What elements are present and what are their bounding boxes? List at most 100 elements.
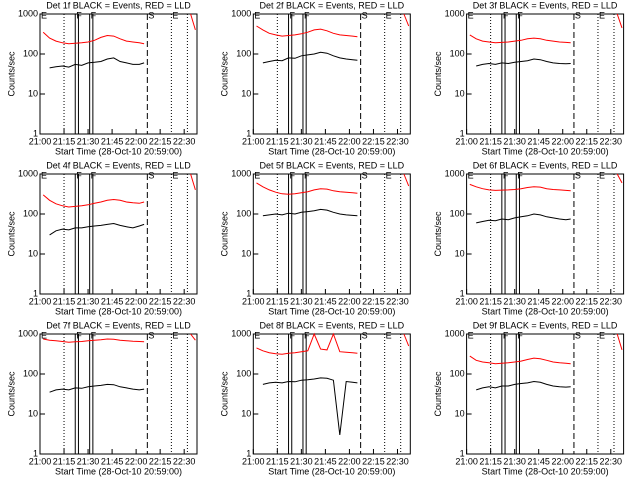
series-line [49, 383, 145, 393]
y-tick-label: 10 [455, 248, 465, 258]
x-tick-label: 22:30 [600, 296, 623, 306]
x-tick-label: 22:15 [575, 136, 598, 146]
x-tick-label: 21:45 [314, 456, 337, 466]
series-line [469, 333, 623, 365]
y-tick-label: 100 [450, 368, 465, 378]
y-tick-label: 1 [246, 128, 251, 138]
series-line [256, 173, 410, 195]
chart-title: Det 4f BLACK = Events, RED = LLD [46, 160, 191, 170]
y-tick-label: 10 [28, 248, 38, 258]
x-tick-label: 21:15 [479, 456, 502, 466]
x-tick-label: 21:00 [29, 136, 52, 146]
event-label: E [468, 330, 474, 340]
x-tick-label: 21:15 [266, 136, 289, 146]
y-axis-label: Counts/sec [433, 211, 443, 257]
y-tick-label: 1 [33, 128, 38, 138]
event-label: E [254, 330, 260, 340]
y-tick-label: 100 [23, 48, 38, 58]
event-label: S [362, 170, 368, 180]
x-axis-label: Start Time (28-Oct-10 20:59:00) [482, 466, 609, 476]
y-tick-label: 1 [460, 448, 465, 458]
x-tick-label: 22:00 [338, 296, 361, 306]
x-tick-label: 22:00 [125, 136, 148, 146]
event-label: E [386, 330, 392, 340]
event-label: E [172, 170, 178, 180]
x-tick-label: 22:00 [125, 456, 148, 466]
y-axis-label: Counts/sec [220, 371, 230, 417]
y-tick-label: 1000 [231, 8, 251, 18]
y-tick-label: 10 [241, 408, 251, 418]
x-tick-label: 21:00 [242, 456, 265, 466]
x-axis-label: Start Time (28-Oct-10 20:59:00) [268, 466, 395, 476]
x-tick-label: 22:00 [338, 456, 361, 466]
x-tick-label: 22:15 [362, 296, 385, 306]
panel: Det 2f BLACK = Events, RED = LLD Start Ti… [220, 0, 411, 156]
event-label: F [517, 10, 523, 20]
event-label: E [599, 10, 605, 20]
x-tick-label: 21:15 [479, 296, 502, 306]
x-tick-label: 22:00 [551, 296, 574, 306]
x-tick-label: 21:00 [455, 136, 478, 146]
y-tick-label: 1000 [445, 168, 465, 178]
panel: Det 8f BLACK = Events, RED = LLD Start Ti… [220, 320, 411, 476]
event-label: F [503, 170, 509, 180]
x-tick-label: 21:00 [455, 296, 478, 306]
x-tick-label: 21:45 [314, 136, 337, 146]
event-label: F [290, 330, 296, 340]
event-label: S [575, 10, 581, 20]
event-label: S [362, 330, 368, 340]
event-label: E [599, 330, 605, 340]
event-label: E [41, 10, 47, 20]
x-axis-label: Start Time (28-Oct-10 20:59:00) [55, 306, 182, 316]
chart-title: Det 6f BLACK = Events, RED = LLD [473, 160, 618, 170]
x-tick-label: 22:00 [125, 296, 148, 306]
plot-frame [252, 333, 411, 455]
series-line [262, 51, 358, 64]
x-tick-label: 22:30 [173, 296, 196, 306]
y-tick-label: 1000 [445, 328, 465, 338]
event-label: S [148, 10, 154, 20]
plot-frame [252, 13, 411, 135]
plot-frame [39, 333, 198, 455]
series-line [469, 13, 623, 44]
event-label: E [254, 170, 260, 180]
event-label: S [575, 330, 581, 340]
series-line [469, 173, 623, 192]
event-label: F [91, 330, 97, 340]
panel: Det 7f BLACK = Events, RED = LLD Start Ti… [6, 320, 198, 476]
x-tick-label: 22:15 [575, 296, 598, 306]
plot-frame [466, 13, 625, 135]
x-tick-label: 22:15 [575, 456, 598, 466]
event-label: F [91, 10, 97, 20]
x-tick-label: 21:30 [503, 296, 526, 306]
y-axis-label: Counts/sec [6, 211, 16, 257]
event-label: E [386, 10, 392, 20]
y-tick-label: 1000 [445, 8, 465, 18]
x-tick-label: 21:30 [290, 136, 313, 146]
plot-frame [466, 173, 625, 295]
x-tick-label: 21:45 [527, 296, 550, 306]
y-tick-label: 100 [23, 368, 38, 378]
y-tick-label: 1 [246, 448, 251, 458]
y-tick-label: 100 [450, 208, 465, 218]
panel: Det 3f BLACK = Events, RED = LLD Start Ti… [433, 0, 625, 156]
x-tick-label: 22:15 [149, 456, 172, 466]
x-tick-label: 22:30 [386, 136, 409, 146]
chart-title: Det 1f BLACK = Events, RED = LLD [46, 0, 191, 10]
x-tick-label: 21:45 [101, 296, 124, 306]
event-label: E [468, 170, 474, 180]
plot-frame [466, 333, 625, 455]
series-line [42, 13, 196, 45]
event-label: E [386, 170, 392, 180]
y-tick-label: 1000 [18, 8, 38, 18]
event-label: F [503, 10, 509, 20]
x-tick-label: 21:00 [242, 296, 265, 306]
chart-title: Det 2f BLACK = Events, RED = LLD [260, 0, 405, 10]
panel: Det 9f BLACK = Events, RED = LLD Start Ti… [433, 320, 625, 476]
series-line [49, 57, 145, 69]
x-tick-label: 21:00 [29, 296, 52, 306]
x-tick-label: 21:15 [266, 456, 289, 466]
plot-frame [39, 173, 198, 295]
event-label: F [290, 10, 296, 20]
event-label: E [468, 10, 474, 20]
